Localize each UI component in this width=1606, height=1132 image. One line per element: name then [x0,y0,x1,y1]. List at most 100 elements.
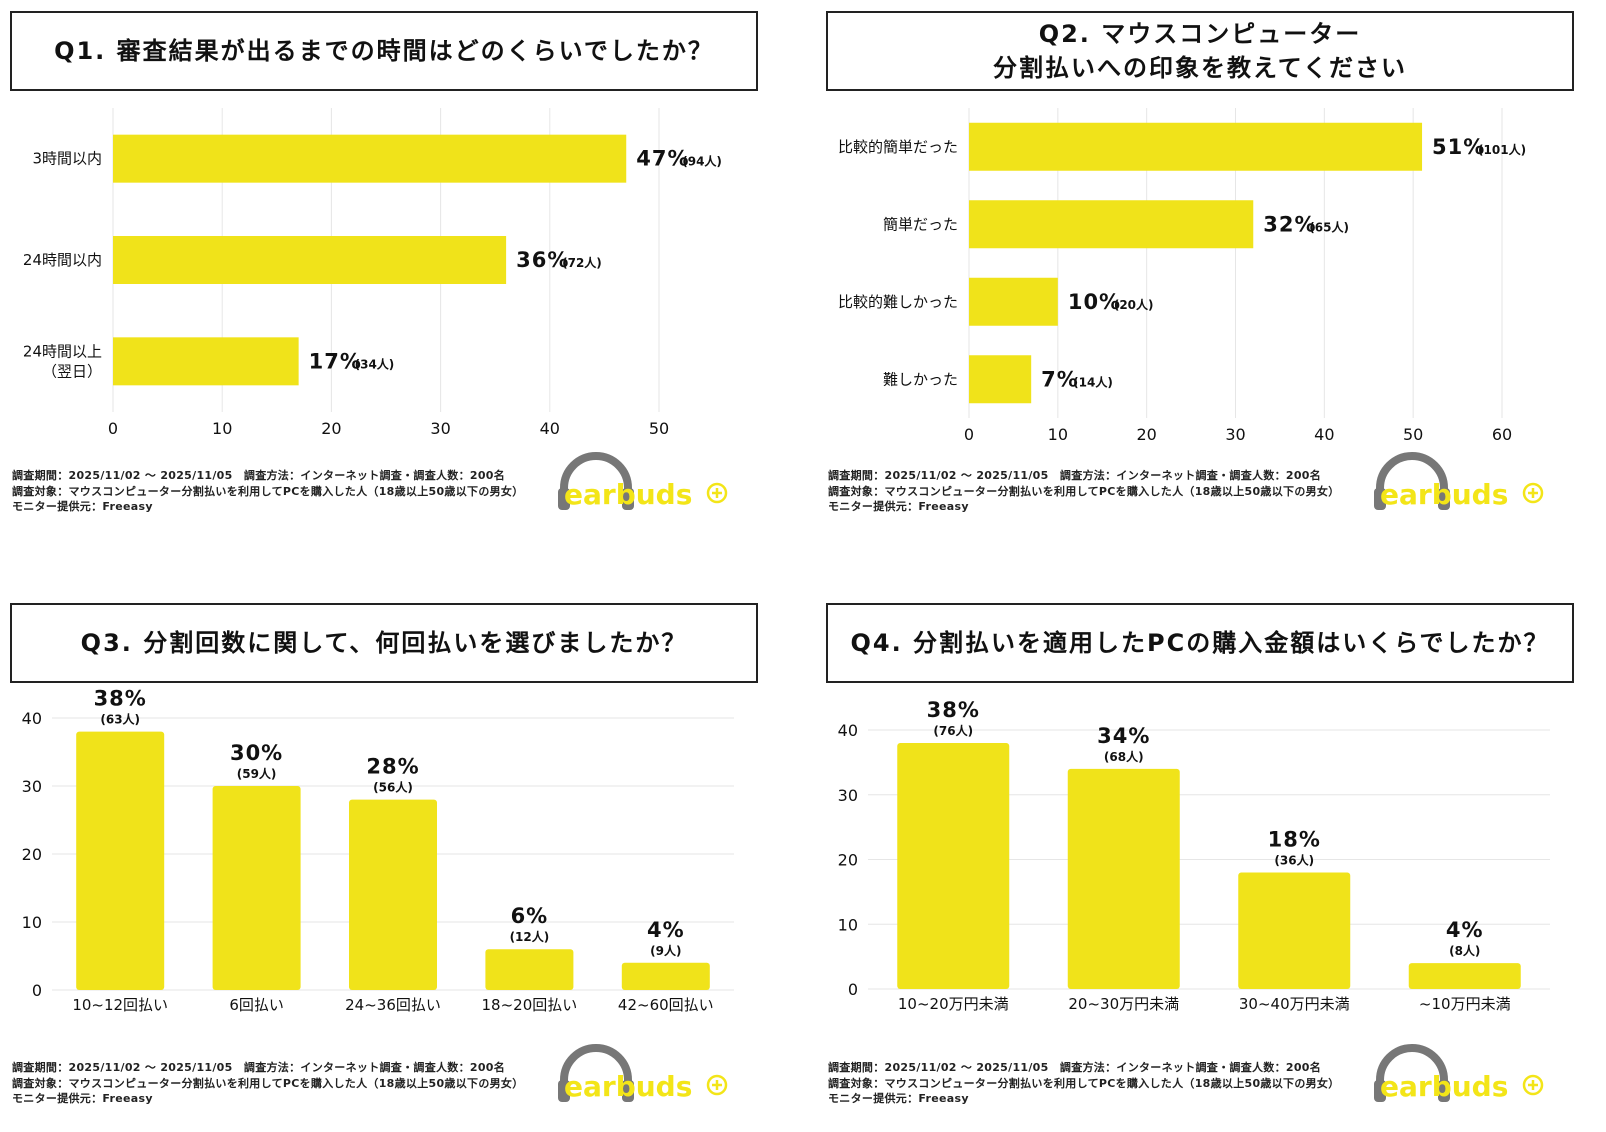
count-label: (9人) [650,943,681,958]
category-label: 24~36回払い [345,996,441,1014]
value-label: 7% [1041,367,1079,391]
plus-circle-icon [1522,1074,1544,1096]
category-label: （翌日） [42,362,102,380]
y-tick-label: 10 [838,915,858,934]
count-label: (94人) [682,154,722,169]
bar [76,731,165,990]
survey-notes: 調査期間：2025/11/02 〜 2025/11/05 調査方法：インターネッ… [828,1060,1340,1107]
y-tick-label: 30 [838,786,858,805]
value-label: 4% [1446,918,1484,942]
count-label: (20人) [1114,297,1154,312]
logo-text: earbuds [1380,1070,1509,1103]
bar [897,742,1010,989]
headphones-icon [1374,452,1450,510]
survey-notes: 調査期間：2025/11/02 〜 2025/11/05 調査方法：インターネッ… [12,468,524,515]
category-label: 10~20万円未満 [898,995,1009,1013]
category-label: 比較的難しかった [838,293,958,311]
value-label: 32% [1263,212,1316,236]
value-label: 51% [1432,135,1485,159]
count-label: (59人) [237,766,277,781]
bar-chart-q1: 0 10 20 30 40 50 3時間以内 47%(94人) 24時間以内 36%(72人) 24… [23,108,722,438]
x-tick-label: 10 [1048,425,1068,444]
x-tick-label: 60 [1492,425,1512,444]
chart-panel-q1: Q1. 審査結果が出るまでの時間はどのくらいでしたか？ 0 10 20 30 40 50 3… [0,0,790,540]
chart-title: Q3. 分割回数に関して、何回払いを選びましたか？ [80,629,688,657]
category-label: 18~20回払い [482,996,578,1014]
category-label: 6回払い [229,996,284,1014]
survey-provider-note: モニター提供元：Freeasy [12,500,153,513]
category-label: 24時間以上 [23,342,102,360]
category-label: 比較的簡単だった [838,138,958,156]
count-label: (14人) [1073,374,1113,389]
category-label: 30~40万円未満 [1239,995,1350,1013]
logo-text: earbuds [564,478,693,511]
category-label: 20~30万円未満 [1068,995,1179,1013]
survey-target-note: 調査対象：マウスコンピューター分割払いを利用してPCを購入した人（18歳以上50… [12,484,524,498]
bar [1238,872,1351,989]
x-tick-label: 40 [540,419,560,438]
headphones-icon [558,452,634,510]
chart-title-box: Q2. マウスコンピューター 分割払いへの印象を教えてください [826,11,1574,91]
value-label: 28% [366,755,419,779]
bar [969,200,1254,249]
value-label: 38% [927,698,980,722]
bar [621,962,710,990]
bar-chart-q3: 0 10 20 30 40 10~12回払い 38%(63人) 6回払い 30%(59人) 24~… [22,687,734,1014]
survey-notes: 調査期間：2025/11/02 〜 2025/11/05 調査方法：インターネッ… [12,1060,524,1107]
y-tick-label: 30 [22,777,42,796]
y-tick-label: 40 [838,721,858,740]
category-label: 難しかった [883,370,958,388]
survey-period-note: 調査期間：2025/11/02 〜 2025/11/05 調査方法：インターネッ… [828,469,1322,482]
x-tick-label: 40 [1314,425,1334,444]
y-tick-label: 0 [32,981,42,1000]
x-tick-label: 10 [212,419,232,438]
bar [1067,768,1180,989]
survey-target-note: 調査対象：マウスコンピューター分割払いを利用してPCを購入した人（18歳以上50… [828,1076,1340,1090]
x-tick-label: 30 [430,419,450,438]
count-label: (72人) [562,255,602,270]
earbuds-logo: earbuds [556,1040,756,1110]
count-label: (36人) [1274,852,1314,867]
chart-title: Q4. 分割払いを適用したPCの購入金額はいくらでしたか？ [850,629,1550,657]
value-label: 30% [230,741,283,765]
chart-title-box: Q3. 分割回数に関して、何回払いを選びましたか？ [10,603,758,683]
logo-text: earbuds [564,1070,693,1103]
earbuds-logo: earbuds [1372,448,1572,518]
bar [969,355,1032,404]
count-label: (68人) [1104,749,1144,764]
bar [485,949,574,990]
chart-panel-q2: Q2. マウスコンピューター 分割払いへの印象を教えてください 0 10 20 30 4… [816,0,1606,540]
bar [969,277,1058,326]
survey-provider-note: モニター提供元：Freeasy [828,1092,969,1105]
x-tick-label: 20 [321,419,341,438]
survey-target-note: 調査対象：マウスコンピューター分割払いを利用してPCを購入した人（18歳以上50… [828,484,1340,498]
x-tick-label: 0 [964,425,974,444]
chart-title-box: Q1. 審査結果が出るまでの時間はどのくらいでしたか？ [10,11,758,91]
value-label: 34% [1097,724,1150,748]
category-label: 10~12回払い [72,996,168,1014]
category-label: 3時間以内 [32,150,102,168]
survey-period-note: 調査期間：2025/11/02 〜 2025/11/05 調査方法：インターネッ… [828,1061,1322,1074]
earbuds-logo: earbuds [1372,1040,1572,1110]
value-label: 38% [94,687,147,711]
value-label: 10% [1068,290,1121,314]
bar [113,134,627,183]
headphones-icon [1374,1044,1450,1102]
count-label: (101人) [1478,142,1526,157]
y-tick-label: 40 [22,709,42,728]
value-label: 6% [511,904,549,928]
count-label: (76人) [933,723,973,738]
x-tick-label: 30 [1225,425,1245,444]
y-tick-label: 20 [838,851,858,870]
logo-text: earbuds [1380,478,1509,511]
bar [1408,963,1521,989]
chart-panel-q4: Q4. 分割払いを適用したPCの購入金額はいくらでしたか？ 0 10 20 30 40 1… [816,592,1606,1132]
count-label: (56人) [373,780,413,795]
earbuds-logo: earbuds [556,448,756,518]
x-tick-label: 50 [649,419,669,438]
x-tick-label: 0 [108,419,118,438]
survey-period-note: 調査期間：2025/11/02 〜 2025/11/05 調査方法：インターネッ… [12,1061,506,1074]
value-label: 47% [636,147,689,171]
plus-circle-icon [706,1074,728,1096]
count-label: (34人) [355,356,395,371]
